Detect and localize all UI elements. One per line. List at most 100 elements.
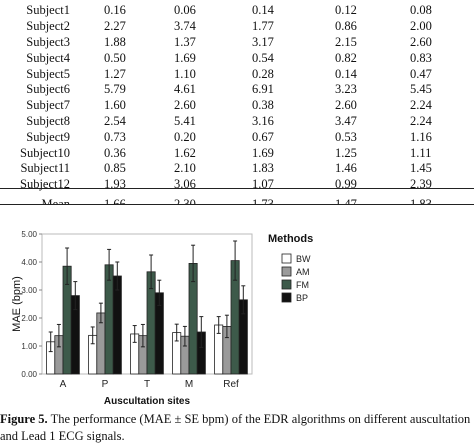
legend-label: FM [296,280,309,290]
bar [112,275,122,375]
y-axis-label: MAE (bpm) [11,276,23,332]
table-cell: 2.00 [410,19,432,34]
table-row: Subject2 2.27 3.74 1.77 0.86 2.00 [0,19,432,35]
table-cell: 1.07 [252,177,274,192]
x-tick-label: A [60,379,67,390]
table-cell: 3.17 [252,34,274,49]
table-cell: 2.60 [410,34,432,49]
table-cell: 0.36 [104,145,126,160]
table-cell: 0.85 [104,161,126,176]
table-cell: 0.67 [252,129,274,144]
table-cell: 2.24 [410,113,432,128]
table-cell: 0.50 [104,50,126,65]
table-cell: 0.20 [174,129,196,144]
results-table: Subject1 0.16 0.06 0.14 0.12 0.08 Subject2 2.27… [0,3,432,205]
table-cell: 1.27 [104,66,126,81]
table-row: Subject7 1.60 2.60 0.38 2.60 2.24 [0,98,432,114]
legend-title: Methods [268,233,313,245]
table-cell: 0.14 [252,3,274,18]
table-row: Subject9 0.73 0.20 0.67 0.53 1.16 [0,129,432,145]
caption-text-line1: The performance (MAE ± SE bpm) of the ED… [47,412,471,426]
x-tick-label: Ref [223,379,239,390]
table-cell: 3.16 [252,113,274,128]
table-cell: 5.45 [410,82,432,97]
table-cell: 1.93 [104,177,126,192]
bar-chart-svg: 0.00 1.00 2.00 3.00 4.00 5.00 MAE (bpm) A P T M Ref… [11,230,313,407]
table-row: Subject11 0.85 2.10 1.83 1.46 1.45 [0,161,432,177]
bar [104,264,114,375]
figure-caption: Figure 5. The performance (MAE ± SE bpm)… [0,411,474,445]
table-cell: 1.10 [174,66,196,81]
subject-label: Subject9 [26,129,70,144]
subject-label: Subject10 [20,145,70,160]
bar-chart: 0.00 1.00 2.00 3.00 4.00 5.00 MAE (bpm) A P T M Ref… [0,222,474,408]
table-cell: 0.47 [410,66,432,81]
subject-label: Subject8 [26,113,70,128]
table-cell: 1.46 [335,161,357,176]
table-cell: 1.45 [410,161,432,176]
table-cell: 1.73 [252,197,274,205]
table-cell: 0.54 [252,50,274,65]
x-tick-label: M [185,379,193,390]
y-tick-label: 3.00 [21,286,37,295]
y-tick-label: 1.00 [21,342,37,351]
table-cell: 0.08 [410,3,432,18]
y-tick-label: 5.00 [21,230,37,239]
table-cell: 1.37 [174,34,196,49]
table-cell: 1.69 [252,145,274,160]
table-cell: 6.91 [252,82,274,97]
subject-label: Subject6 [26,82,70,97]
table-cell: 0.06 [174,3,196,18]
table-row: Subject12 1.93 3.06 1.07 0.99 2.39 [0,177,432,193]
legend-label: BP [296,293,308,303]
table-cell: 2.10 [174,161,196,176]
table-cell: 3.74 [174,19,196,34]
results-table-section: Subject1 0.16 0.06 0.14 0.12 0.08 Subject2 2.27… [0,0,474,205]
table-cell: 2.30 [174,197,196,205]
table-cell: 0.99 [335,177,357,192]
table-cell: 2.60 [174,98,196,113]
x-tick-label: P [102,379,109,390]
table-cell: 3.47 [335,113,357,128]
table-row: Subject6 5.79 4.61 6.91 3.23 5.45 [0,82,432,98]
subject-label: Subject7 [26,98,70,113]
table-cell: 0.14 [335,66,357,81]
legend-swatch [281,253,292,264]
table-cell: 2.39 [410,177,432,192]
table-cell: 2.60 [335,98,357,113]
table-cell: 1.11 [410,145,432,160]
legend-label: BW [296,254,311,264]
table-cell: 1.16 [410,129,432,144]
legend-swatch [281,292,292,303]
table-row: Subject1 0.16 0.06 0.14 0.12 0.08 [0,3,432,19]
subject-label: Subject11 [20,161,70,176]
table-cell: 3.23 [335,82,357,97]
table-cell: 0.16 [104,3,126,18]
table-cell: 2.24 [410,98,432,113]
table-cell: 5.79 [104,82,126,97]
table-cell: 1.66 [104,197,126,205]
y-tick-label: 0.00 [21,370,37,379]
table-cell: 0.83 [410,50,432,65]
table-cell: 3.06 [174,177,196,192]
table-cell: 1.62 [174,145,196,160]
table-cell: 0.86 [335,19,357,34]
mean-row: Mean 1.66 2.30 1.73 1.47 1.83 [0,193,432,205]
table-cell: 1.83 [252,161,274,176]
table-cell: 0.82 [335,50,357,65]
table-row: Subject8 2.54 5.41 3.16 3.47 2.24 [0,114,432,130]
table-row: Subject10 0.36 1.62 1.69 1.25 1.11 [0,145,432,161]
table-cell: 1.83 [410,197,432,205]
caption-label: Figure 5. [0,412,48,426]
x-axis-label: Auscultation sites [104,396,191,407]
table-cell: 1.88 [104,34,126,49]
subject-label: Subject1 [26,3,70,18]
table-cell: 1.25 [335,145,357,160]
table-cell: 1.60 [104,98,126,113]
table-cell: 0.53 [335,129,357,144]
table-cell: 1.47 [335,197,357,205]
table-row: Subject4 0.50 1.69 0.54 0.82 0.83 [0,50,432,66]
table-cell: 2.54 [104,113,126,128]
mean-divider-rule [0,188,474,189]
subject-label: Subject2 [26,19,70,34]
